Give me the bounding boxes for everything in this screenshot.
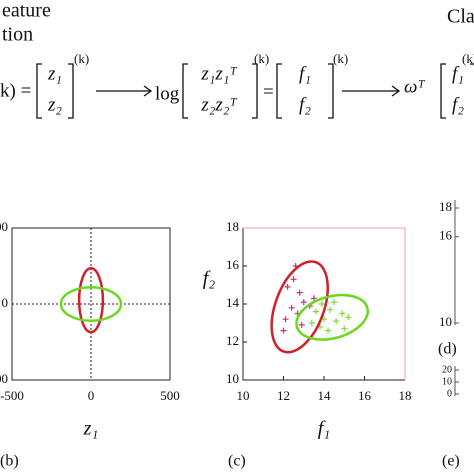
equation-part: z₁ <box>47 63 62 84</box>
scatter-point <box>308 320 315 326</box>
header-line: tion <box>2 24 33 46</box>
y-tick-label: 18 <box>226 219 239 234</box>
x-tick-label: 10 <box>237 388 250 403</box>
scatter-point <box>312 308 319 315</box>
y-tick-label: 500 <box>0 219 8 234</box>
equation-part: (k) <box>462 51 474 66</box>
scatter-point <box>310 295 317 302</box>
scatter-point <box>333 318 340 325</box>
equation-part: z₂z₂ᵀ <box>200 94 237 115</box>
equation-part: f₁ <box>299 63 311 84</box>
y-tick-label: 16 <box>439 228 453 243</box>
y-tick-label: 16 <box>226 257 240 272</box>
frame <box>243 227 406 380</box>
equation-part: (k) <box>74 51 89 66</box>
panel-label: (b) <box>0 453 19 470</box>
equation-part: z₂ <box>47 94 62 115</box>
panel-label: (d) <box>438 341 457 358</box>
y-tick-label: 10 <box>439 314 452 329</box>
scatter-point <box>298 321 305 328</box>
x-tick-label: 14 <box>318 388 332 403</box>
equation-part: f₂ <box>299 94 311 115</box>
x-tick-label: 16 <box>358 388 372 403</box>
equation-part: log <box>155 83 180 104</box>
y-tick-label: 12 <box>226 333 239 348</box>
scatter-point <box>331 299 338 306</box>
ellipse <box>270 260 329 354</box>
scatter-point <box>284 283 291 290</box>
frame <box>12 227 171 380</box>
frame <box>11 228 170 381</box>
equation-part: = <box>263 81 274 102</box>
equation-part: f₁ <box>452 63 464 84</box>
frame <box>242 228 405 381</box>
scatter-point <box>288 304 295 311</box>
y-tick-label: 20 <box>442 364 452 375</box>
y-tick-label: -500 <box>0 371 8 386</box>
equation-part: z₁z₁ᵀ <box>200 63 237 84</box>
scatter-point <box>339 310 346 317</box>
x-tick-label: 500 <box>160 388 180 403</box>
ellipse <box>295 293 369 341</box>
y-tick-label: 0 <box>2 295 9 310</box>
panel-label: (c) <box>228 453 246 470</box>
y-tick-label: 0 <box>447 388 452 399</box>
x-tick-label: 0 <box>88 388 95 403</box>
equation-part: k) = <box>0 80 31 101</box>
panel-label: (e) <box>442 453 460 470</box>
scatter-point <box>327 306 334 313</box>
scatter-point <box>345 314 352 321</box>
y-tick-label: 14 <box>226 295 240 310</box>
scatter-point <box>296 289 303 296</box>
equation-brackets <box>36 63 474 119</box>
y-axis-label: f₂ <box>203 268 216 290</box>
scatter-point <box>290 276 297 283</box>
x-axis-label: z₁ <box>83 418 99 440</box>
x-tick-label: 12 <box>277 388 290 403</box>
equation-part: (k) <box>254 51 269 66</box>
equation-part: (k) <box>333 51 348 66</box>
y-tick-label: 18 <box>439 199 452 214</box>
scatter-point <box>318 301 325 307</box>
x-axis-label: f₁ <box>318 418 331 440</box>
scatter-point <box>300 299 307 306</box>
ellipse <box>59 286 123 322</box>
x-tick-label: 18 <box>399 388 412 403</box>
y-tick-label: 10 <box>442 376 452 387</box>
equation-part: f₂ <box>452 94 464 115</box>
scatter-point <box>280 327 287 334</box>
x-tick-label: -500 <box>0 388 24 403</box>
y-tick-label: 10 <box>226 371 239 386</box>
header-line: eature <box>2 0 51 22</box>
equation-part: ωᵀ <box>404 76 425 97</box>
scatter-point <box>341 325 348 332</box>
ellipse <box>77 267 105 334</box>
scatter-point <box>282 316 289 323</box>
scatter-point <box>325 327 332 334</box>
header-right: Cla <box>447 6 474 28</box>
